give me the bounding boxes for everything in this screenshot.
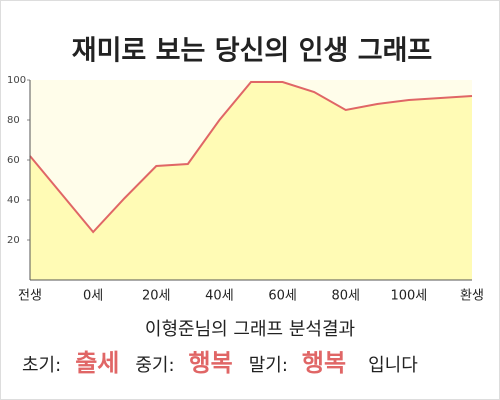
summary-value: 행복 — [302, 349, 346, 377]
x-tick-label: 전생 — [18, 289, 42, 304]
x-tick-label: 40세 — [205, 289, 234, 304]
summary-label: 말기: — [249, 355, 288, 376]
summary-heading: 이형준님의 그래프 분석결과 — [145, 319, 355, 340]
x-tick-label: 60세 — [268, 289, 297, 304]
x-tick-label: 80세 — [331, 289, 360, 304]
summary-value: 출세 — [75, 349, 119, 377]
line — [29, 81, 473, 234]
summary-line: 초기: 출세 중기: 행복 말기: 행복 입니다 — [22, 349, 418, 377]
area — [30, 82, 472, 280]
summary-ending: 입니다 — [368, 355, 418, 376]
summary-label: 초기: — [22, 355, 61, 376]
x-tick-label: 20세 — [142, 289, 171, 304]
x-tick-label: 환생 — [460, 289, 484, 304]
summary-value: 행복 — [189, 349, 233, 377]
x-tick-label: 0세 — [83, 289, 103, 304]
chart-title: 재미로 보는 당신의 인생 그래프 — [72, 36, 433, 67]
y-tick-label: 100 — [7, 75, 26, 86]
y-tick-label: 40 — [7, 195, 20, 206]
y-tick-label: 60 — [7, 155, 20, 166]
summary-label: 중기: — [135, 355, 174, 376]
y-tick-label: 20 — [7, 235, 20, 246]
x-tick-label: 100세 — [390, 289, 427, 304]
y-tick-label: 80 — [7, 115, 20, 126]
